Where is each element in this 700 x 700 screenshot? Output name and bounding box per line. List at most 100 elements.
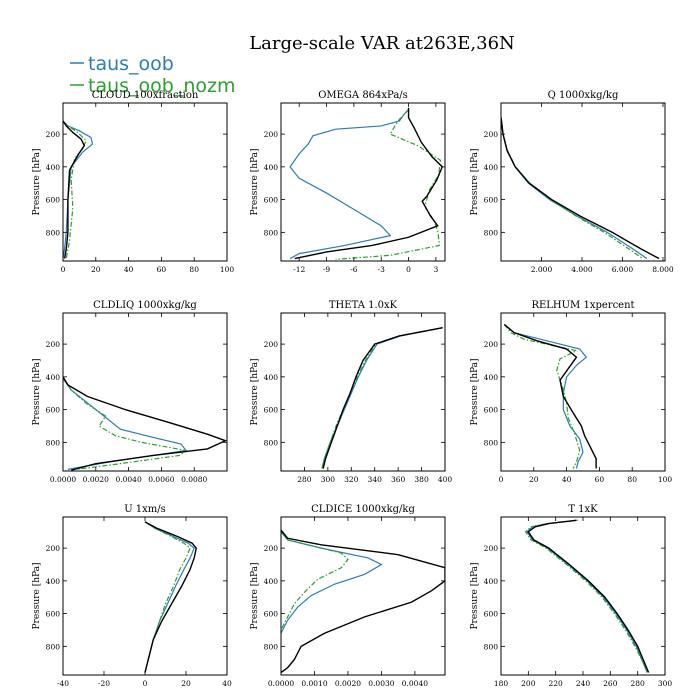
plot-frame [500, 102, 666, 262]
x-tick-label: 20 [91, 265, 101, 274]
y-tick-label: 600 [484, 406, 499, 415]
x-tick-label: 40 [124, 265, 134, 274]
x-tick-label: -6 [350, 265, 358, 274]
x-tick-label: 300 [321, 475, 336, 484]
series-line-taus-oob-nozm [281, 531, 349, 631]
series-line-taus-oob [503, 323, 588, 469]
y-tick-label: 400 [484, 373, 499, 382]
y-tick-label: 200 [264, 130, 279, 139]
y-tick-label: 800 [46, 228, 61, 237]
series-line-taus-oob [63, 120, 94, 259]
plot-frame [280, 516, 446, 676]
series-line-control [527, 519, 650, 673]
x-tick-label: 20 [181, 679, 191, 688]
y-axis-label: Pressure [hPa] [250, 358, 260, 425]
x-tick-label: 2.000 [531, 265, 553, 274]
plot-frame [62, 102, 228, 262]
series-line-control [501, 117, 660, 260]
y-tick-label: 600 [264, 406, 279, 415]
y-axis-label: Pressure [hPa] [250, 148, 260, 215]
x-tick-label: 0.0000 [268, 679, 294, 688]
x-tick-label: 6.000 [612, 265, 634, 274]
x-tick-label: 200 [521, 679, 536, 688]
y-tick-label: 600 [484, 196, 499, 205]
x-tick-label: 240 [576, 679, 591, 688]
x-tick-label: -3 [378, 265, 386, 274]
legend: taus_oob taus_oob_nozm [70, 53, 236, 97]
chart-panel: T 1xK Pressure [hPa] 180 200 220 240 260 280 300… [470, 504, 672, 688]
y-tick-label: 400 [484, 577, 499, 586]
series-line-taus-oob-nozm [524, 519, 648, 673]
x-tick-label: -20 [98, 679, 110, 688]
series-line-taus-oob [289, 109, 409, 260]
legend-label-taus-oob: taus_oob [88, 53, 174, 75]
series-line-taus-oob [321, 327, 443, 469]
panel-title: Q 1000xkg/kg [548, 90, 619, 101]
y-tick-label: 400 [264, 373, 279, 382]
y-tick-label: 600 [484, 610, 499, 619]
y-tick-label: 800 [264, 642, 279, 651]
x-tick-label: 8.000 [652, 265, 674, 274]
series-line-taus-oob-nozm [321, 327, 443, 469]
x-tick-label: 360 [391, 475, 406, 484]
y-tick-label: 800 [484, 642, 499, 651]
chart-panel: CLDICE 1000xkg/kg Pressure [hPa] 0.0000 0.0… [250, 504, 446, 688]
x-tick-label: 40 [222, 679, 232, 688]
y-tick-label: 600 [46, 610, 61, 619]
x-tick-label: 0.0000 [50, 475, 76, 484]
chart-panel: THETA 1.0xK Pressure [hPa] 280 300 320 340 360… [250, 300, 452, 484]
y-tick-label: 800 [484, 228, 499, 237]
chart-panel: Q 1000xkg/kg Pressure [hPa] 2.000 4.000 6.00… [470, 90, 674, 274]
x-tick-label: 0.0020 [335, 679, 361, 688]
y-tick-label: 600 [264, 196, 279, 205]
y-tick-label: 800 [46, 642, 61, 651]
x-tick-label: 0.0040 [115, 475, 141, 484]
series-line-control [63, 376, 227, 471]
x-tick-label: 0.0010 [301, 679, 327, 688]
chart-panel: RELHUM 1xpercent Pressure [hPa] 0 20 40 60 80 1… [470, 300, 672, 484]
x-tick-label: 180 [494, 679, 509, 688]
x-tick-label: 220 [549, 679, 564, 688]
series-line-taus-oob [144, 521, 195, 673]
panel-title: U 1xm/s [124, 504, 166, 515]
series-line-taus-oob [501, 117, 648, 260]
x-tick-label: 0.0080 [181, 475, 207, 484]
y-tick-label: 600 [46, 406, 61, 415]
x-tick-label: 4.000 [571, 265, 593, 274]
x-tick-label: -9 [323, 265, 331, 274]
y-tick-label: 800 [264, 228, 279, 237]
x-tick-label: 0 [61, 265, 66, 274]
y-axis-label: Pressure [hPa] [32, 562, 42, 629]
y-tick-label: 400 [264, 577, 279, 586]
panel-title: T 1xK [568, 504, 598, 515]
legend-label-taus-oob-nozm: taus_oob_nozm [88, 75, 236, 97]
y-axis-label: Pressure [hPa] [32, 148, 42, 215]
series-line-control [503, 323, 597, 469]
series-line-control [63, 120, 86, 259]
y-tick-label: 800 [46, 438, 61, 447]
chart-panel: CLDLIQ 1000xkg/kg Pressure [hPa] 0.0000 0.0… [32, 300, 228, 484]
x-tick-label: 260 [603, 679, 618, 688]
series-line-taus-oob-nozm [144, 521, 191, 673]
series-line-taus-oob-nozm [63, 120, 87, 259]
y-tick-label: 200 [264, 544, 279, 553]
x-tick-label: 400 [438, 475, 453, 484]
series-line-control [144, 521, 198, 673]
y-tick-label: 400 [46, 577, 61, 586]
x-tick-label: 80 [627, 475, 637, 484]
chart-panel: OMEGA 864xPa/s Pressure [hPa] -12 -9 -6 -3 0 3 2… [250, 90, 446, 274]
y-axis-label: Pressure [hPa] [470, 358, 480, 425]
y-tick-label: 400 [484, 163, 499, 172]
y-tick-label: 600 [46, 196, 61, 205]
x-tick-label: 100 [658, 475, 673, 484]
x-tick-label: 3 [433, 265, 438, 274]
y-tick-label: 200 [484, 544, 499, 553]
plot-frame [500, 312, 666, 472]
series-line-taus-oob [526, 519, 648, 673]
x-tick-label: 0.0020 [83, 475, 109, 484]
x-tick-label: 40 [562, 475, 572, 484]
x-tick-label: 280 [631, 679, 646, 688]
y-tick-label: 800 [264, 438, 279, 447]
x-tick-label: 380 [414, 475, 429, 484]
